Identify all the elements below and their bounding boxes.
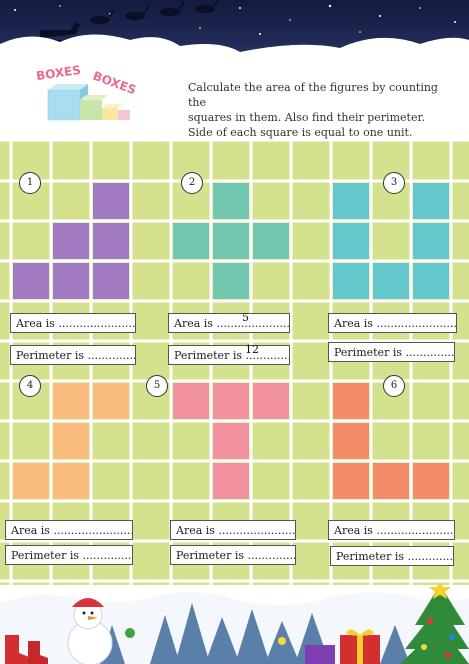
figure-2-cell xyxy=(213,223,249,259)
area-field-1[interactable]: Area is .......................... xyxy=(10,313,136,333)
figure-number-6: 6 xyxy=(383,375,405,397)
figure-1-cell xyxy=(93,263,129,299)
figure-number-2: 2 xyxy=(181,172,203,194)
boots xyxy=(5,635,48,664)
figure-4-cell xyxy=(53,463,89,499)
area-field-3[interactable]: Area is .......................... xyxy=(328,313,457,333)
instructions-line-1: Calculate the area of the figures by cou… xyxy=(188,81,438,109)
figure-5-cell xyxy=(213,463,249,499)
area-field-6[interactable]: Area is .......................... xyxy=(328,520,455,540)
figure-3-cell xyxy=(333,263,369,299)
figure-2-cell xyxy=(213,263,249,299)
christmas-scene xyxy=(0,585,469,664)
christmas-tree xyxy=(400,585,469,664)
figure-4-cell xyxy=(53,423,89,459)
perimeter-field-4[interactable]: Perimeter is .................. xyxy=(5,545,133,565)
figure-6-cell xyxy=(333,463,369,499)
perimeter-field-1[interactable]: Perimeter is .................. xyxy=(10,345,136,365)
area-answer-2: 5 xyxy=(242,311,249,324)
figure-5-cell xyxy=(213,423,249,459)
figure-6-cell xyxy=(333,423,369,459)
night-sky-illustration xyxy=(0,0,469,68)
figure-3-cell xyxy=(413,263,449,299)
figure-2-cell xyxy=(213,183,249,219)
figure-number-1: 1 xyxy=(19,172,41,194)
header-night-sky xyxy=(0,0,469,68)
figure-3-cell xyxy=(413,223,449,259)
figure-6-cell xyxy=(373,463,409,499)
figure-2-cell xyxy=(173,223,209,259)
figure-3-cell xyxy=(333,183,369,219)
stars xyxy=(14,4,456,35)
perimeter-field-3[interactable]: Perimeter is .................. xyxy=(328,342,455,362)
figure-cells xyxy=(13,183,449,499)
instructions: Calculate the area of the figures by cou… xyxy=(188,80,458,140)
figure-3-cell xyxy=(413,183,449,219)
figure-3-cell xyxy=(333,223,369,259)
perimeter-field-5[interactable]: Perimeter is .................. xyxy=(170,545,296,565)
footer-christmas-decoration xyxy=(0,585,469,664)
figure-1-cell xyxy=(13,263,49,299)
figure-5-cell xyxy=(253,383,289,419)
instructions-line-3: Side of each square is equal to one unit… xyxy=(188,126,413,139)
area-field-4[interactable]: Area is .......................... xyxy=(5,520,133,540)
boxes-logo: BOXES BOXES xyxy=(30,60,140,130)
figure-5-cell xyxy=(213,383,249,419)
figure-1-cell xyxy=(53,263,89,299)
figure-number-4: 4 xyxy=(19,375,41,397)
figure-1-cell xyxy=(53,223,89,259)
figure-1-cell xyxy=(93,223,129,259)
figure-1-cell xyxy=(93,183,129,219)
figure-4-cell xyxy=(93,383,129,419)
perimeter-answer-2: 12 xyxy=(245,343,259,356)
figure-6-cell xyxy=(333,383,369,419)
figure-number-5: 5 xyxy=(146,375,168,397)
worksheet-grid xyxy=(0,140,469,585)
area-field-2[interactable]: Area is .............................. xyxy=(168,313,290,333)
figure-number-3: 3 xyxy=(383,172,405,194)
figure-6-cell xyxy=(413,463,449,499)
boxes-illustration xyxy=(47,84,130,121)
reindeer-and-sleigh xyxy=(39,0,220,42)
figure-4-cell xyxy=(13,463,49,499)
instructions-line-2: squares in them. Also find their perimet… xyxy=(188,111,425,124)
figure-2-cell xyxy=(253,223,289,259)
figure-5-cell xyxy=(173,383,209,419)
perimeter-field-6[interactable]: Perimeter is .................. xyxy=(330,546,454,566)
figure-3-cell xyxy=(373,263,409,299)
gift-boxes xyxy=(305,629,380,664)
perimeter-field-2[interactable]: Perimeter is ......................... xyxy=(168,345,290,365)
area-field-5[interactable]: Area is .......................... xyxy=(170,520,296,540)
figure-4-cell xyxy=(53,383,89,419)
snowman xyxy=(67,593,113,664)
